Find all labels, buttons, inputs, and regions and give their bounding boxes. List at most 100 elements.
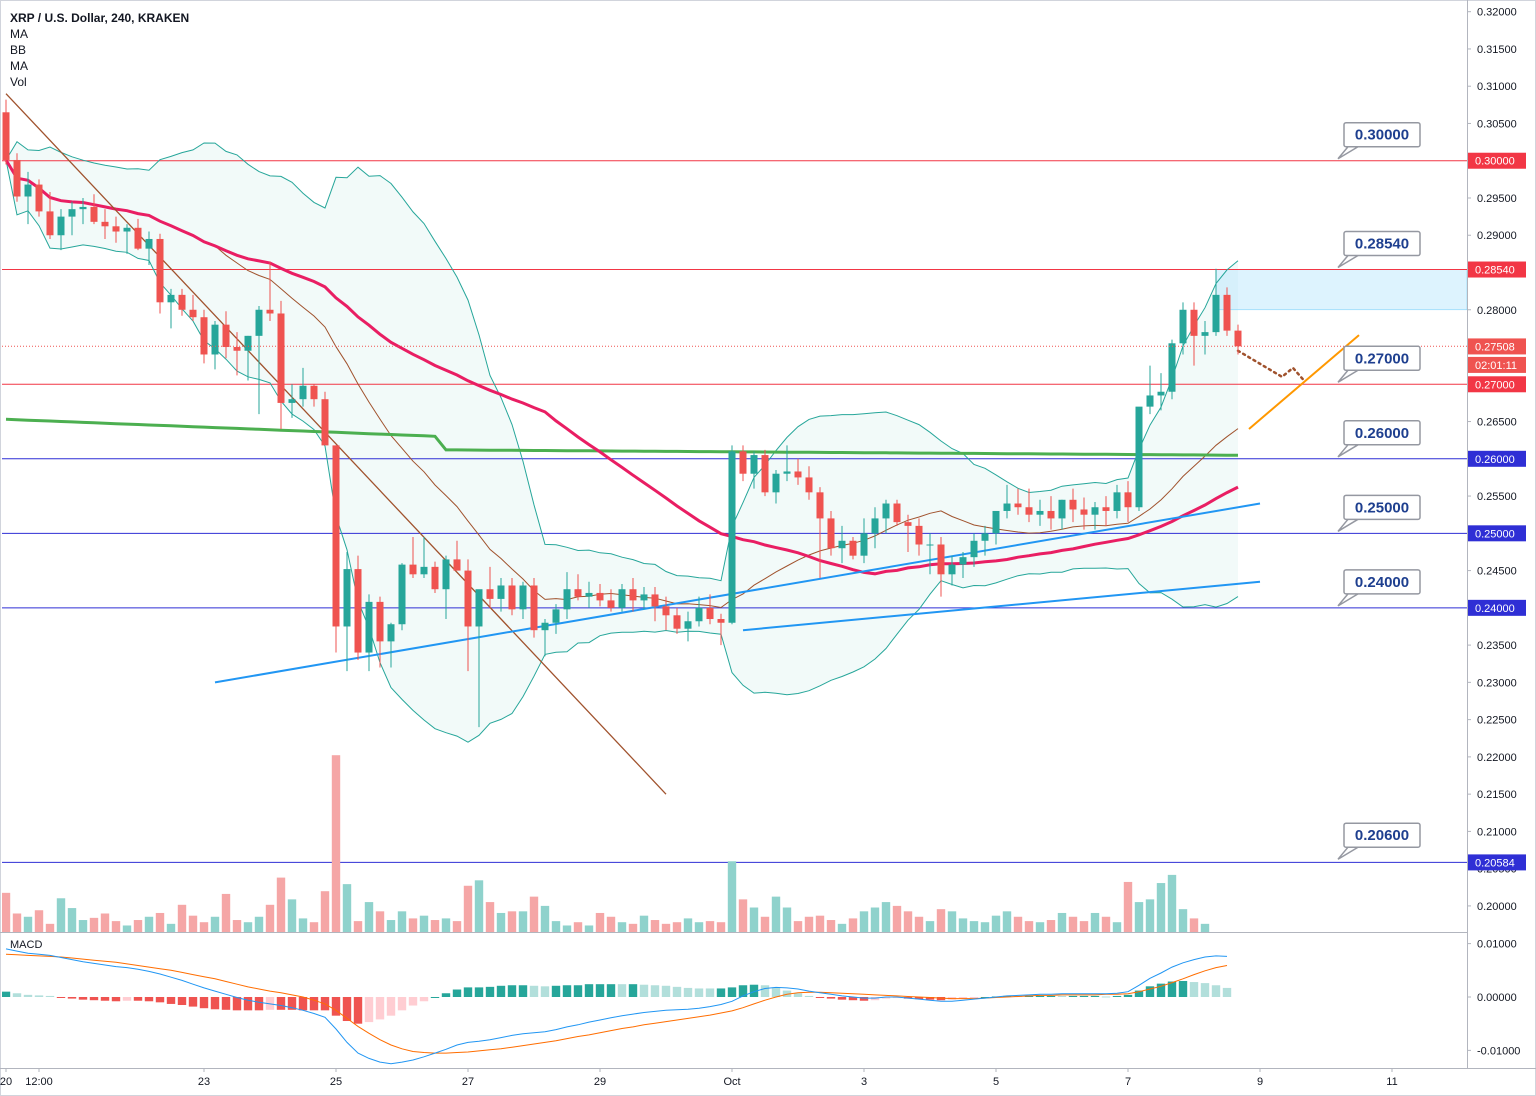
time-tick-label: 23 (198, 1076, 210, 1088)
candle-body (464, 570, 472, 627)
macd-pane-label[interactable]: MACD (10, 939, 43, 951)
candle (475, 589, 483, 728)
volume-bar (45, 923, 55, 932)
candle (893, 499, 901, 526)
candle (882, 499, 890, 534)
indicator-ma-2-label[interactable]: MA (10, 59, 28, 73)
volume-bar (1013, 916, 1023, 932)
candle (178, 288, 186, 316)
price-tick-label: 0.21000 (1477, 826, 1517, 838)
macd-histogram-bar (782, 990, 792, 997)
macd-histogram-bar (1024, 995, 1034, 997)
candle (1179, 302, 1187, 355)
volume-bar (661, 923, 671, 932)
volume-bar (111, 921, 121, 932)
candle (200, 309, 208, 364)
volume-bar (1145, 899, 1155, 932)
macd-histogram-bar (672, 986, 682, 997)
price-badge (1468, 356, 1526, 373)
volume-bar (320, 891, 330, 932)
volume-bar (914, 916, 924, 932)
price-tick-label: 0.31000 (1477, 81, 1517, 93)
candle (453, 540, 461, 571)
candle-body (684, 621, 692, 629)
volume-bar (892, 905, 902, 932)
macd-histogram-bar (353, 996, 363, 1024)
candle (937, 537, 945, 597)
candle-body (541, 622, 549, 631)
price-badge (1468, 261, 1526, 278)
volume-bar (166, 923, 176, 932)
candle (1124, 481, 1132, 523)
candle-body (134, 227, 142, 249)
candle (651, 586, 659, 622)
volume-bar (353, 921, 363, 932)
macd-histogram-bar (463, 987, 473, 997)
volume-bar (782, 907, 792, 932)
volume-bar (1035, 922, 1045, 932)
candle-body (1113, 492, 1121, 511)
candle-body (860, 533, 868, 556)
candle (662, 596, 670, 631)
macd-histogram-bar (837, 996, 847, 1000)
candle (1036, 499, 1044, 526)
candle-body (849, 540, 857, 556)
volume-bar (1200, 923, 1210, 932)
volume-bar (2, 892, 11, 932)
macd-histogram-bar (914, 996, 924, 1000)
candle-body (827, 518, 835, 549)
candle-body (794, 471, 802, 478)
candle-body (651, 594, 659, 607)
macd-histogram-bar (1101, 996, 1111, 998)
macd-histogram-bar (452, 989, 462, 997)
candle (288, 384, 296, 418)
volume-bar (672, 922, 682, 932)
indicator-ma-label[interactable]: MA (10, 27, 28, 41)
candle (211, 320, 219, 370)
candle-body (167, 294, 175, 303)
macd-histogram-bar (243, 996, 253, 1011)
candle (959, 551, 967, 579)
candle-body (244, 335, 252, 351)
volume-bar (210, 916, 220, 932)
chart-legend: XRP / U.S. Dollar, 240, KRAKEN MA BB MA … (10, 10, 189, 90)
volume-bar (298, 918, 308, 932)
candle (926, 533, 934, 575)
time-tick-label: 9 (1257, 1076, 1263, 1088)
volume-bar (958, 918, 968, 932)
level-callouts: 0.30000 0.28540 0.27000 0.26000 0.25000 0.240… (1337, 121, 1421, 860)
indicator-bb-label[interactable]: BB (10, 43, 27, 57)
macd-histogram-bar (397, 996, 407, 1011)
volume-bar (991, 915, 1001, 932)
volume-bar (254, 916, 264, 932)
macd-histogram-bar (683, 987, 693, 997)
candle (321, 391, 329, 446)
macd-histogram-bar (89, 996, 99, 1001)
bollinger-fill (6, 141, 1238, 743)
callout-box (1343, 345, 1421, 372)
candle-body (948, 564, 956, 575)
macd-histogram-bar (12, 993, 22, 997)
macd-histogram-bar (859, 996, 869, 1001)
macd-histogram-bar (1189, 982, 1199, 997)
volume-bar (826, 920, 836, 932)
macd-axis: 0.01000 0.00000 -0.01000 (1467, 939, 1520, 1057)
candle (123, 224, 131, 254)
candle-body (354, 569, 362, 653)
candle (761, 449, 769, 497)
moving-average-fast (4, 159, 1239, 576)
indicator-vol-label[interactable]: Vol (10, 75, 27, 89)
volume-bar (595, 912, 605, 932)
candle (827, 510, 835, 556)
macd-histogram-bar (1090, 995, 1100, 997)
candle (101, 209, 109, 239)
volume-bar (265, 904, 275, 932)
candle-body (145, 238, 153, 249)
macd-histogram-bar (67, 996, 77, 999)
volume-bar (540, 905, 550, 932)
candle (1047, 496, 1055, 530)
macd-histogram-bar (122, 996, 132, 1001)
candle (1135, 406, 1143, 511)
volume-bar (859, 911, 869, 932)
